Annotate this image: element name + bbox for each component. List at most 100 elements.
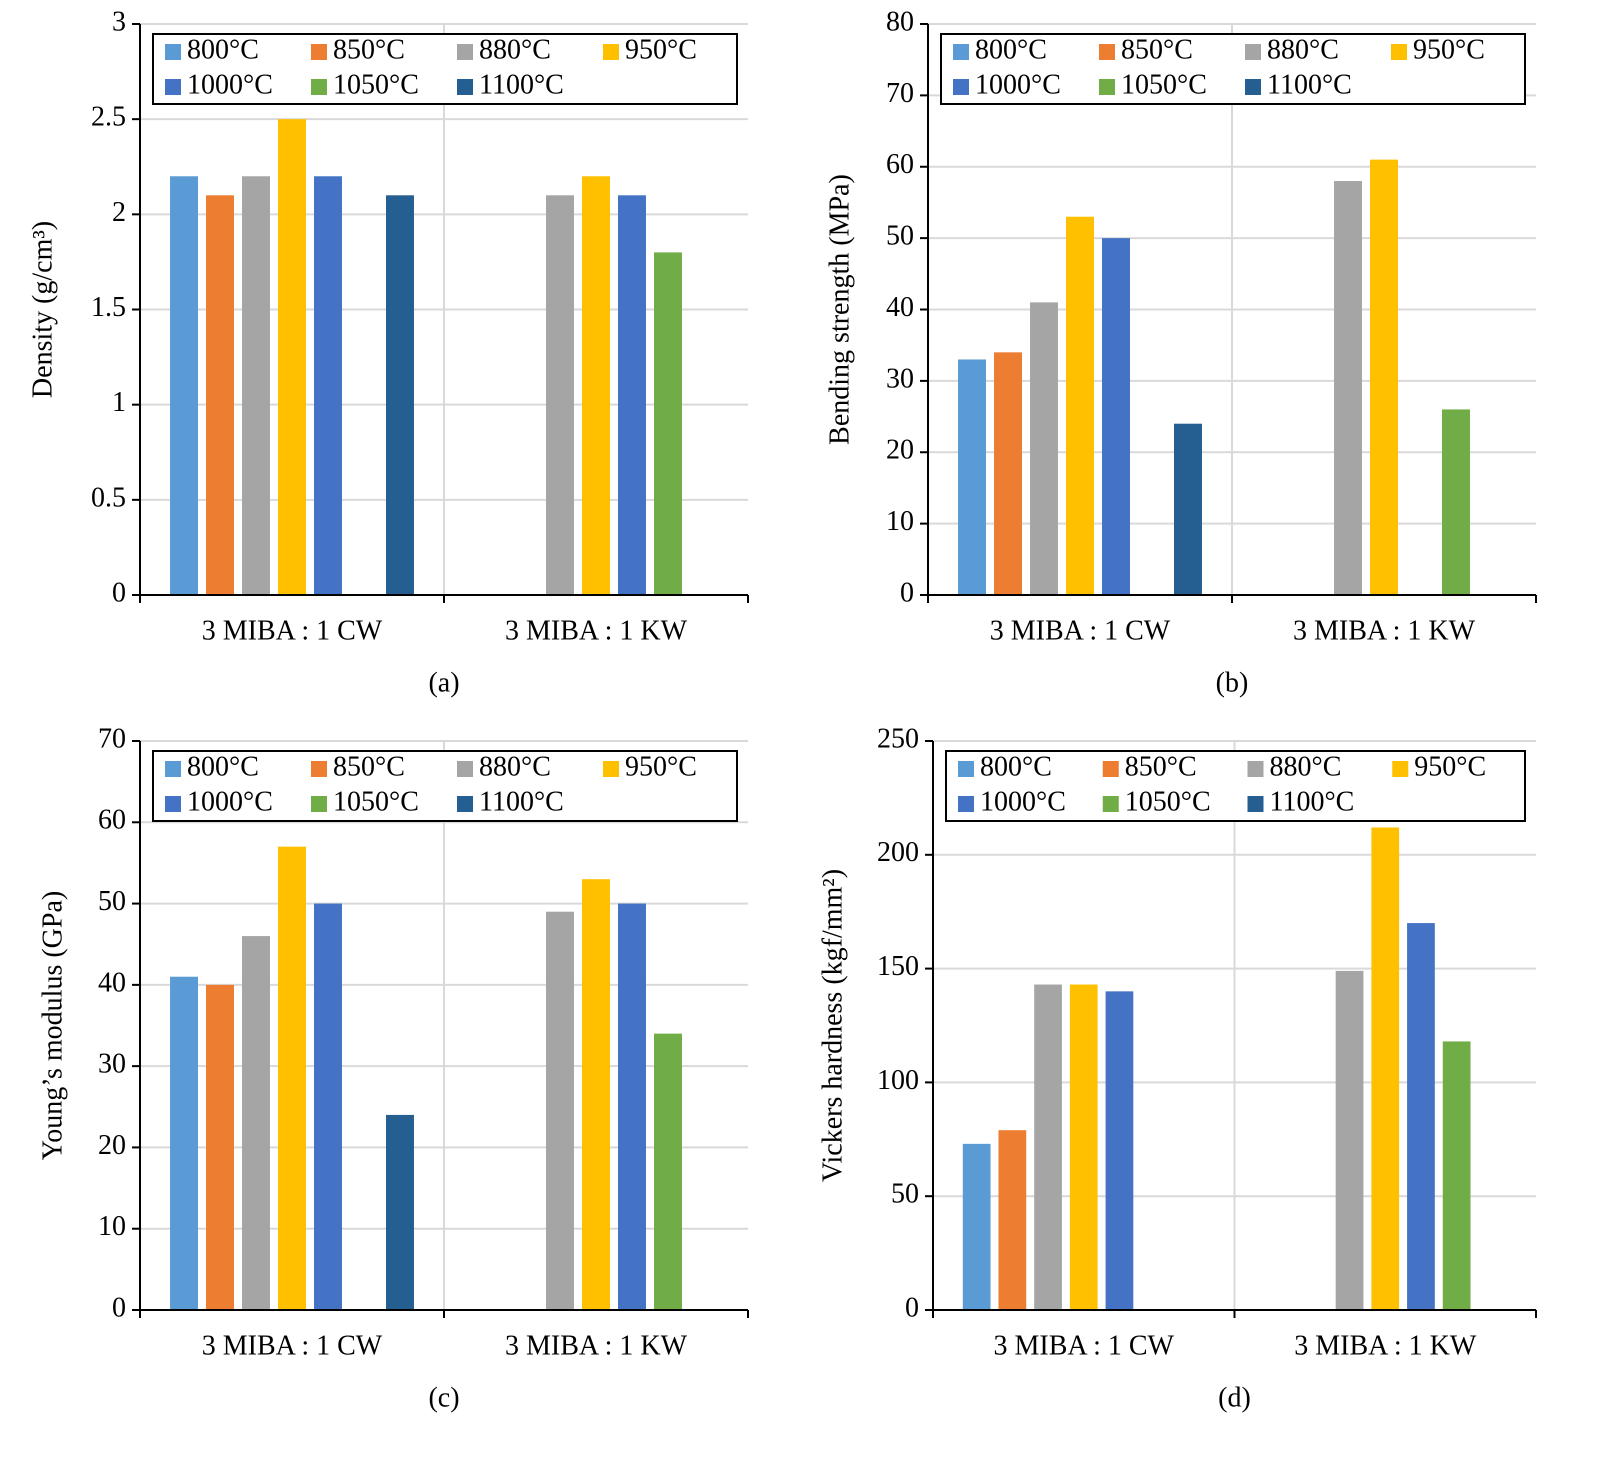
bar bbox=[1069, 984, 1098, 1310]
bar bbox=[385, 195, 414, 596]
x-tick-label: 3 MIBA : 1 KW bbox=[1293, 615, 1476, 646]
y-tick-label: 40 bbox=[886, 292, 914, 323]
y-tick-label: 100 bbox=[877, 1065, 919, 1096]
chart-panel: 0 10 20 30 40 50 60 70 80 3 MIBA : 1 CW 3 MIBA : 1… bbox=[824, 6, 1537, 698]
legend-swatch bbox=[953, 44, 969, 60]
y-tick-label: 10 bbox=[98, 1211, 126, 1242]
y-tick-label: 0 bbox=[112, 1292, 126, 1323]
legend-label: 1050°C bbox=[1125, 786, 1211, 817]
y-tick-label: 250 bbox=[877, 723, 919, 754]
legend-swatch bbox=[1247, 761, 1264, 777]
bar bbox=[170, 976, 199, 1310]
y-tick-label: 2 bbox=[112, 197, 126, 228]
legend-label: 850°C bbox=[1125, 751, 1197, 782]
x-tick-label: 3 MIBA : 1 KW bbox=[505, 615, 688, 646]
bar bbox=[962, 1143, 991, 1310]
legend-label: 1050°C bbox=[333, 786, 419, 817]
legend-label: 1000°C bbox=[187, 786, 273, 817]
legend-label: 1100°C bbox=[479, 786, 564, 817]
legend-swatch bbox=[953, 79, 969, 95]
legend-swatch bbox=[165, 761, 181, 777]
legend-label: 1100°C bbox=[1267, 69, 1352, 100]
y-tick-label: 70 bbox=[98, 723, 126, 754]
legend-label: 880°C bbox=[479, 751, 551, 782]
bar bbox=[582, 176, 610, 595]
bar bbox=[206, 195, 234, 596]
y-tick-label: 150 bbox=[877, 951, 919, 982]
legend-swatch bbox=[1102, 796, 1119, 812]
legend-label: 1000°C bbox=[975, 69, 1061, 100]
y-axis-label: Density (g/cm³) bbox=[27, 221, 58, 398]
y-axis-label: Vickers hardness (kgf/mm²) bbox=[817, 869, 848, 1182]
legend-swatch bbox=[1247, 796, 1264, 812]
legend-swatch bbox=[311, 44, 327, 60]
legend-label: 1100°C bbox=[479, 69, 564, 100]
chart-panel: 0 0.5 1 1.5 2 2.5 3 3 MIBA : 1 CW 3 MIBA : 1 KW D… bbox=[27, 6, 749, 698]
legend-label: 950°C bbox=[1413, 34, 1485, 65]
y-tick-label: 0 bbox=[905, 1292, 919, 1323]
y-tick-label: 2.5 bbox=[91, 102, 126, 133]
legend-swatch bbox=[603, 44, 619, 60]
legend-label: 950°C bbox=[1414, 751, 1486, 782]
y-axis-label: Young’s modulus (GPa) bbox=[37, 891, 68, 1160]
legend-swatch bbox=[603, 761, 619, 777]
y-tick-label: 1.5 bbox=[91, 292, 126, 323]
bar bbox=[1102, 238, 1130, 595]
legend-swatch bbox=[457, 44, 473, 60]
bar bbox=[1105, 991, 1134, 1310]
legend-box bbox=[152, 33, 738, 105]
y-tick-label: 50 bbox=[886, 221, 914, 252]
legend-label: 850°C bbox=[333, 751, 405, 782]
legend-swatch bbox=[958, 796, 974, 812]
bar bbox=[242, 176, 270, 595]
caption: (c) bbox=[428, 1382, 459, 1413]
legend-label: 800°C bbox=[975, 34, 1047, 65]
legend-swatch bbox=[1099, 79, 1115, 95]
y-tick-label: 40 bbox=[98, 967, 126, 998]
legend-label: 1100°C bbox=[1270, 786, 1355, 817]
y-tick-label: 0 bbox=[900, 577, 914, 608]
legend-label: 800°C bbox=[187, 751, 259, 782]
legend-swatch bbox=[1392, 761, 1409, 777]
x-tick-label: 3 MIBA : 1 CW bbox=[990, 615, 1171, 646]
caption: (a) bbox=[428, 667, 459, 698]
chart-panel: 0 50 100 150 200 250 3 MIBA : 1 CW 3 MIBA : 1 K… bbox=[817, 723, 1537, 1413]
legend-label: 850°C bbox=[333, 34, 405, 65]
bar bbox=[654, 1033, 682, 1310]
legend-swatch bbox=[457, 79, 473, 95]
legend-label: 800°C bbox=[187, 34, 259, 65]
y-tick-label: 60 bbox=[886, 149, 914, 180]
legend-box bbox=[945, 750, 1526, 822]
bar bbox=[314, 903, 342, 1310]
legend-swatch bbox=[1102, 761, 1119, 777]
legend-label: 850°C bbox=[1121, 34, 1193, 65]
legend-label: 950°C bbox=[625, 751, 697, 782]
x-tick-label: 3 MIBA : 1 CW bbox=[202, 1330, 383, 1361]
legend-swatch bbox=[311, 796, 327, 812]
y-tick-label: 30 bbox=[98, 1049, 126, 1080]
y-tick-label: 30 bbox=[886, 363, 914, 394]
bar bbox=[242, 936, 270, 1310]
bar bbox=[1030, 302, 1058, 595]
legend-swatch bbox=[457, 796, 473, 812]
bar bbox=[314, 176, 342, 595]
y-tick-label: 70 bbox=[886, 78, 914, 109]
bar bbox=[1066, 216, 1094, 595]
y-tick-label: 0 bbox=[112, 577, 126, 608]
y-tick-label: 200 bbox=[877, 837, 919, 868]
y-tick-label: 10 bbox=[886, 506, 914, 537]
bar bbox=[1442, 1041, 1471, 1310]
y-tick-label: 50 bbox=[891, 1179, 919, 1210]
legend-swatch bbox=[165, 44, 181, 60]
caption: (b) bbox=[1216, 667, 1249, 698]
bar bbox=[1370, 159, 1398, 596]
bar bbox=[958, 359, 987, 595]
bar bbox=[546, 195, 574, 596]
legend-label: 1000°C bbox=[187, 69, 273, 100]
bar bbox=[546, 911, 574, 1310]
bar bbox=[1371, 827, 1400, 1310]
bar bbox=[1407, 923, 1435, 1310]
legend-label: 1050°C bbox=[333, 69, 419, 100]
bar bbox=[654, 252, 682, 595]
bar bbox=[206, 984, 234, 1310]
